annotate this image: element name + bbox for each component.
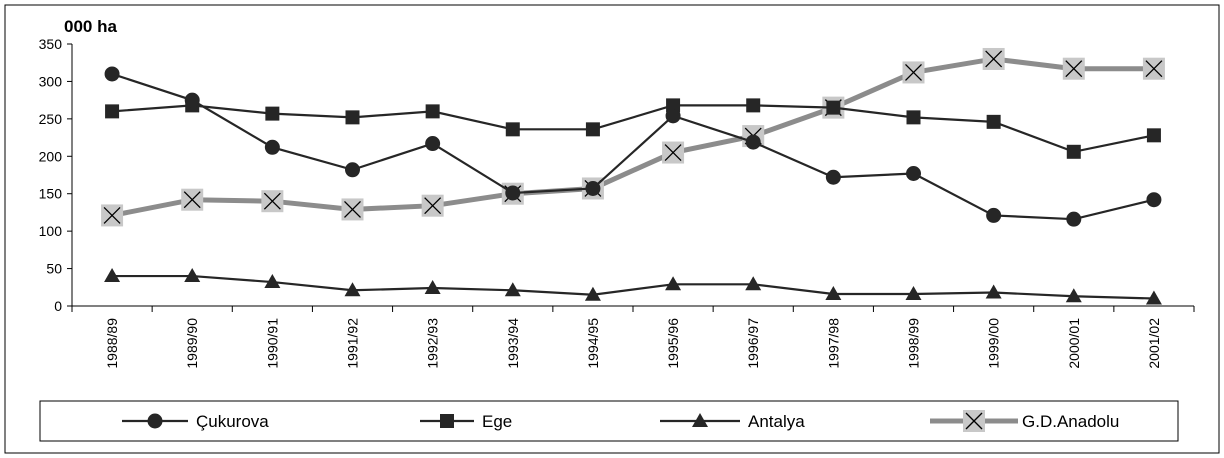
legend-item: G.D.Anadolu: [930, 410, 1119, 432]
marker-triangle: [504, 282, 521, 297]
marker-square: [505, 122, 520, 137]
y-tick-label: 200: [39, 148, 63, 164]
series-layer: [101, 47, 1165, 305]
x-tick-label: 1993/94: [505, 318, 521, 369]
series-line: [111, 72, 1155, 221]
marker-square: [440, 414, 454, 428]
y-tick-label: 350: [39, 36, 63, 52]
marker-x-stroke: [263, 192, 281, 210]
marker-square: [105, 104, 120, 119]
marker-x-stroke: [1145, 60, 1163, 78]
legend-label: Ege: [482, 412, 512, 431]
legend: Çukurova Ege Antalya G.D.Anadolu: [39, 400, 1179, 442]
x-tick-label: 1997/98: [825, 318, 841, 369]
marker-triangle: [344, 282, 361, 297]
marker-x-stroke: [664, 144, 682, 162]
x-tick-label: 1998/99: [906, 318, 922, 369]
marker-square: [906, 110, 921, 125]
marker-triangle: [104, 268, 121, 283]
series-line: [111, 104, 1155, 153]
marker-triangle: [264, 274, 281, 289]
marker-triangle: [1145, 290, 1162, 305]
series-line: [112, 274, 1154, 300]
x-tick-label: 1996/97: [745, 318, 761, 369]
chart-frame: [4, 4, 1220, 454]
x-tick-label: 1994/95: [585, 318, 601, 369]
marker-square: [746, 98, 761, 113]
marker-circle: [184, 92, 200, 108]
marker-square: [666, 98, 681, 113]
marker-circle: [147, 413, 163, 429]
marker-x-stroke: [1065, 60, 1083, 78]
marker-triangle: [905, 286, 922, 301]
marker-triangle: [825, 286, 842, 301]
marker-circle: [906, 166, 921, 182]
marker-triangle: [745, 276, 762, 291]
legend-label: G.D.Anadolu: [1022, 412, 1119, 431]
marker-circle: [104, 66, 120, 82]
marker-square: [1146, 128, 1161, 143]
marker-circle: [986, 207, 1002, 223]
marker-x-stroke: [183, 191, 201, 209]
marker-circle: [425, 136, 441, 152]
marker-x-stroke: [905, 63, 922, 81]
marker-circle: [1146, 192, 1162, 208]
marker-square: [425, 104, 440, 119]
marker-circle: [745, 134, 761, 150]
legend-label: Çukurova: [196, 412, 269, 431]
marker-circle: [1066, 211, 1082, 227]
y-tick-label: 100: [39, 223, 63, 239]
y-tick-label: 150: [39, 186, 63, 202]
unit-label: 000 ha: [64, 17, 117, 36]
y-tick-label: 0: [54, 298, 62, 314]
x-tick-label: 2001/02: [1146, 318, 1162, 369]
marker-triangle: [584, 286, 601, 301]
marker-square: [345, 110, 360, 125]
marker-square: [826, 100, 841, 115]
legend-item: Çukurova: [122, 412, 269, 431]
marker-triangle: [424, 280, 441, 295]
marker-x-stroke: [103, 206, 121, 224]
x-tick-label: 1988/89: [104, 318, 120, 369]
series--ukurova: [104, 66, 1162, 227]
marker-x-stroke: [344, 200, 361, 218]
series-line: [111, 56, 1154, 218]
marker-triangle: [692, 413, 708, 427]
marker-triangle: [985, 284, 1002, 299]
legend-item: Ege: [420, 412, 512, 431]
marker-square: [1066, 144, 1081, 159]
x-tick-label: 1999/00: [986, 318, 1002, 369]
series-ege: [105, 98, 1161, 159]
y-tick-label: 50: [46, 261, 62, 277]
marker-x-stroke: [424, 197, 442, 215]
marker-x-stroke: [965, 412, 983, 430]
marker-square: [986, 114, 1001, 129]
x-tick-label: 1995/96: [665, 318, 681, 369]
marker-square: [265, 106, 280, 121]
legend-item: Antalya: [660, 412, 805, 431]
x-tick-label: 1991/92: [345, 318, 361, 369]
marker-triangle: [665, 276, 682, 291]
x-tick-label: 1989/90: [184, 318, 200, 369]
legend-label: Antalya: [748, 412, 805, 431]
marker-circle: [264, 139, 280, 155]
marker-triangle: [184, 268, 201, 283]
marker-square: [585, 122, 600, 137]
marker-triangle: [1065, 288, 1082, 303]
series-antalya: [104, 268, 1162, 305]
y-tick-label: 250: [39, 111, 63, 127]
marker-x-stroke: [985, 50, 1003, 68]
marker-circle: [585, 180, 601, 196]
marker-circle: [505, 185, 521, 201]
x-tick-label: 2000/01: [1066, 318, 1082, 369]
axes: 0 50 100 150 200 250 300 350 1988/89 1989/90 1990/…: [39, 36, 1195, 369]
y-tick-label: 300: [39, 73, 63, 89]
marker-circle: [825, 169, 841, 185]
marker-circle: [665, 108, 681, 124]
x-tick-label: 1990/91: [264, 318, 280, 369]
marker-circle: [345, 162, 360, 178]
x-tick-label: 1992/93: [425, 318, 441, 369]
